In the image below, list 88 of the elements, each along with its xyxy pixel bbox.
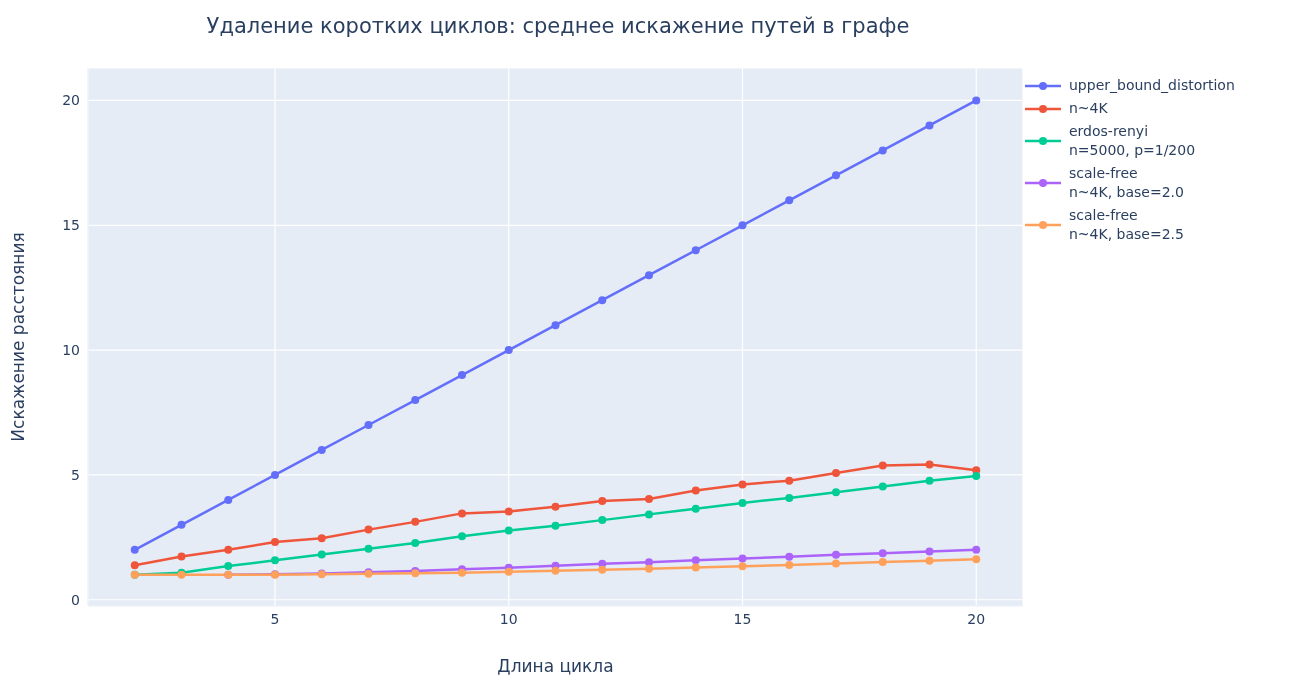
- point: [458, 371, 466, 380]
- point: [738, 480, 747, 489]
- point: [691, 556, 700, 565]
- point: [878, 549, 887, 558]
- y-tick-label: 20: [62, 92, 80, 109]
- point: [738, 221, 747, 230]
- point: [645, 558, 653, 567]
- point: [364, 525, 373, 534]
- point: [925, 460, 934, 469]
- point: [645, 510, 653, 519]
- point: [504, 346, 513, 355]
- point: [878, 461, 887, 470]
- legend-label: upper_bound_distortion: [1069, 76, 1235, 95]
- point: [738, 498, 747, 507]
- point: [224, 545, 233, 554]
- point: [504, 567, 513, 576]
- y-tick-label: 5: [71, 466, 80, 483]
- point: [271, 538, 279, 547]
- point: [925, 476, 934, 485]
- y-tick-label: 15: [62, 217, 80, 234]
- y-axis-title: Искажение расстояния: [8, 232, 29, 442]
- point: [645, 494, 653, 503]
- point: [224, 562, 233, 571]
- point: [925, 556, 934, 565]
- point: [271, 470, 279, 479]
- point: [504, 526, 513, 535]
- chart-title: Удаление коротких циклов: среднее искажение путей в графе: [205, 14, 911, 38]
- point: [691, 504, 700, 513]
- point: [691, 246, 700, 255]
- point: [645, 564, 653, 573]
- point: [271, 556, 279, 565]
- point: [364, 544, 373, 553]
- point: [832, 468, 840, 477]
- point: [551, 566, 560, 575]
- x-tick-label: 15: [733, 610, 752, 627]
- y-tick-label: 0: [71, 591, 80, 608]
- point: [598, 565, 607, 574]
- point: [925, 547, 934, 556]
- x-axis-title: Длина цикла: [497, 656, 614, 676]
- point: [177, 552, 186, 561]
- legend-label: scale-free n~4K, base=2.5: [1069, 206, 1184, 244]
- point: [130, 561, 139, 570]
- point: [785, 493, 794, 502]
- point: [458, 509, 466, 518]
- point: [691, 563, 700, 572]
- point: [925, 121, 934, 130]
- point: [738, 562, 747, 571]
- point: [458, 532, 466, 541]
- point: [972, 471, 981, 480]
- point: [878, 146, 887, 155]
- point: [691, 486, 700, 495]
- x-tick-label: 20: [967, 610, 986, 627]
- legend-label: n~4K: [1069, 99, 1108, 118]
- point: [738, 554, 747, 563]
- point: [551, 321, 560, 330]
- point: [785, 196, 794, 205]
- point: [785, 552, 794, 561]
- point: [224, 495, 233, 504]
- point: [130, 545, 139, 554]
- y-tick-label: 10: [62, 342, 80, 359]
- point: [411, 517, 420, 526]
- point: [551, 521, 560, 530]
- point: [972, 545, 981, 554]
- point: [972, 555, 981, 564]
- point: [832, 550, 840, 559]
- point: [878, 482, 887, 491]
- point: [551, 502, 560, 511]
- point: [598, 296, 607, 305]
- point: [177, 520, 186, 529]
- point: [317, 550, 326, 559]
- point: [411, 539, 420, 548]
- point: [785, 476, 794, 485]
- point: [878, 558, 887, 567]
- x-tick-label: 5: [270, 610, 280, 627]
- point: [832, 488, 840, 497]
- x-tick-label: 10: [499, 610, 518, 627]
- point: [317, 445, 326, 454]
- point: [598, 496, 607, 505]
- point: [645, 271, 653, 280]
- point: [504, 507, 513, 516]
- point: [972, 96, 981, 105]
- point: [832, 559, 840, 568]
- point: [411, 396, 420, 405]
- point: [832, 171, 840, 180]
- point: [317, 534, 326, 543]
- point: [364, 421, 373, 429]
- point: [598, 516, 607, 525]
- point: [785, 561, 794, 570]
